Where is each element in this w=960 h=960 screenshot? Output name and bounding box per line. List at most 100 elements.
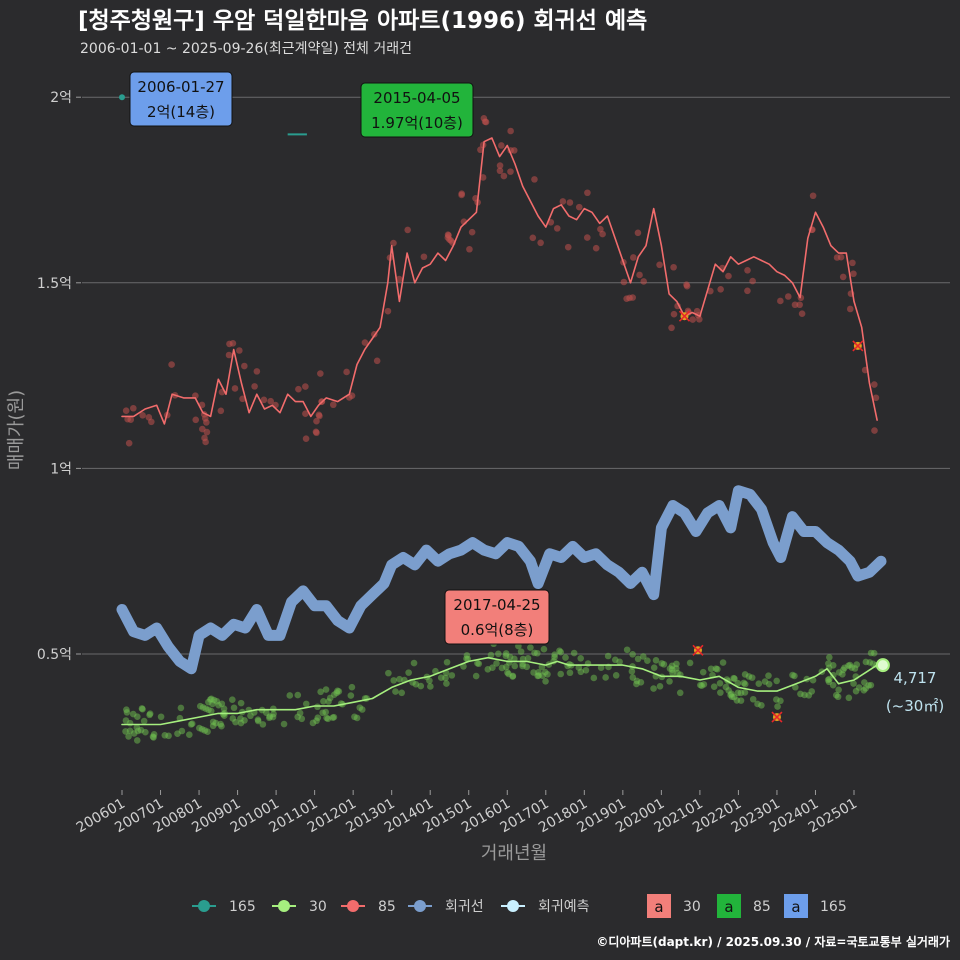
scatter-point-30-283 (333, 689, 341, 697)
scatter-point-30-299 (674, 669, 681, 677)
scatter-point-30-107 (126, 719, 134, 727)
legend-label-1: 30 (309, 899, 327, 915)
annotation-price-2: 0.6억(8층) (461, 621, 534, 639)
annotation-price-0: 2억(14층) (147, 103, 215, 121)
scatter-point-30-150 (832, 691, 840, 699)
scatter-point-30-179 (527, 644, 534, 651)
scatter-point-30-273 (628, 668, 636, 675)
scatter-point-85-128 (482, 118, 490, 126)
scatter-point-30-174 (125, 733, 132, 740)
scatter-point-30-204 (150, 734, 157, 741)
scatter-point-85-129 (330, 401, 337, 409)
scatter-point-30-213 (597, 664, 605, 671)
scatter-point-30-280 (590, 674, 598, 682)
scatter-point-30-72 (570, 649, 578, 657)
scatter-point-85-94 (225, 351, 233, 359)
scatter-point-85-18 (466, 245, 473, 253)
legend-dot-4 (507, 900, 519, 912)
scatter-point-85-148 (130, 404, 137, 412)
scatter-point-30-236 (717, 689, 724, 696)
scatter-point-30-202 (699, 668, 707, 676)
scatter-point-85-72 (744, 266, 751, 274)
y-tick-label-2: 1억 (50, 461, 72, 477)
scatter-point-30-223 (611, 656, 619, 664)
scatter-point-30-155 (644, 657, 651, 664)
scatter-point-85-50 (192, 416, 200, 424)
scatter-point-30-17 (317, 688, 324, 696)
scatter-point-30-248 (204, 728, 211, 735)
scatter-point-85-25 (850, 270, 857, 278)
scatter-point-30-97 (855, 684, 863, 691)
scatter-point-30-210 (266, 714, 273, 722)
scatter-point-30-201 (741, 680, 749, 688)
scatter-point-30-196 (517, 648, 525, 655)
annotation-date-2: 2017-04-25 (453, 596, 540, 614)
scatter-point-30-19 (385, 669, 392, 677)
scatter-point-30-222 (319, 709, 326, 717)
scatter-point-85-68 (846, 305, 854, 313)
scatter-point-85-15 (784, 293, 792, 300)
scatter-point-30-156 (765, 672, 772, 679)
scatter-point-30-242 (509, 672, 517, 680)
scatter-point-30-18 (835, 686, 842, 694)
scatter-point-30-60 (396, 675, 403, 683)
series-lines (116, 94, 887, 726)
scatter-point-85-106 (559, 198, 567, 205)
scatter-point-85-67 (529, 234, 537, 242)
chart-subtitle: 2006-01-01 ~ 2025-09-26(최근계약일) 전체 거래건 (80, 41, 412, 57)
scatter-point-85-113 (872, 394, 880, 402)
scatter-point-30-42 (443, 658, 451, 666)
scatter-point-30-324 (330, 713, 338, 721)
scatter-point-85-134 (689, 316, 697, 323)
scatter-point-30-52 (230, 704, 238, 712)
scatter-point-30-1 (443, 680, 450, 687)
scatter-point-30-229 (348, 683, 356, 691)
scatter-point-30-142 (405, 669, 412, 676)
scatter-point-30-291 (294, 691, 302, 699)
scatter-point-30-298 (602, 674, 609, 681)
scatter-point-30-233 (728, 693, 736, 701)
scatter-point-30-247 (666, 678, 673, 685)
scatter-point-85-115 (373, 357, 381, 365)
scatter-point-30-306 (358, 706, 366, 713)
scatter-point-30-208 (830, 671, 837, 679)
scatter-point-30-259 (298, 715, 306, 723)
scatter-point-85-40 (496, 167, 504, 175)
scatter-point-85-83 (498, 142, 505, 149)
scatter-point-85-37 (744, 287, 751, 295)
scatter-point-30-290 (237, 715, 244, 722)
scatter-point-85-114 (564, 243, 572, 251)
scatter-point-30-187 (174, 730, 181, 737)
scatter-point-30-315 (539, 672, 546, 679)
scatter-point-85-84 (796, 301, 803, 309)
scatter-point-30-296 (207, 707, 215, 715)
scatter-point-30-286 (673, 660, 680, 668)
scatter-point-85-17 (620, 278, 628, 286)
legend-box-key-2: a (791, 898, 800, 916)
scatter-point-30-301 (472, 672, 480, 680)
scatter-point-85-122 (202, 438, 209, 446)
scatter-point-30-255 (351, 713, 358, 721)
scatter-point-85-6 (553, 225, 561, 232)
scatter-point-30-323 (551, 651, 558, 658)
annotation-price-1: 1.97억(10층) (371, 114, 463, 132)
scatter-point-85-87 (670, 263, 677, 271)
scatter-point-85-49 (404, 226, 411, 234)
scatter-point-30-217 (825, 675, 833, 683)
scatter-point-30-105 (392, 688, 399, 695)
scatter-point-30-33 (524, 654, 532, 662)
series-line-85 (121, 137, 878, 425)
scatter-point-30-8 (186, 731, 193, 739)
scatter-point-30-145 (710, 683, 718, 690)
scatter-point-85-127 (630, 254, 637, 261)
scatter-point-30-309 (157, 713, 165, 721)
scatter-point-30-139 (839, 670, 846, 678)
scatter-point-85-139 (656, 261, 663, 269)
scatter-point-85-131 (507, 168, 514, 175)
y-axis-title: 매매가(원) (6, 390, 27, 470)
scatter-point-30-316 (850, 680, 857, 687)
scatter-point-30-26 (493, 660, 500, 667)
scatter-point-85-23 (313, 429, 320, 437)
